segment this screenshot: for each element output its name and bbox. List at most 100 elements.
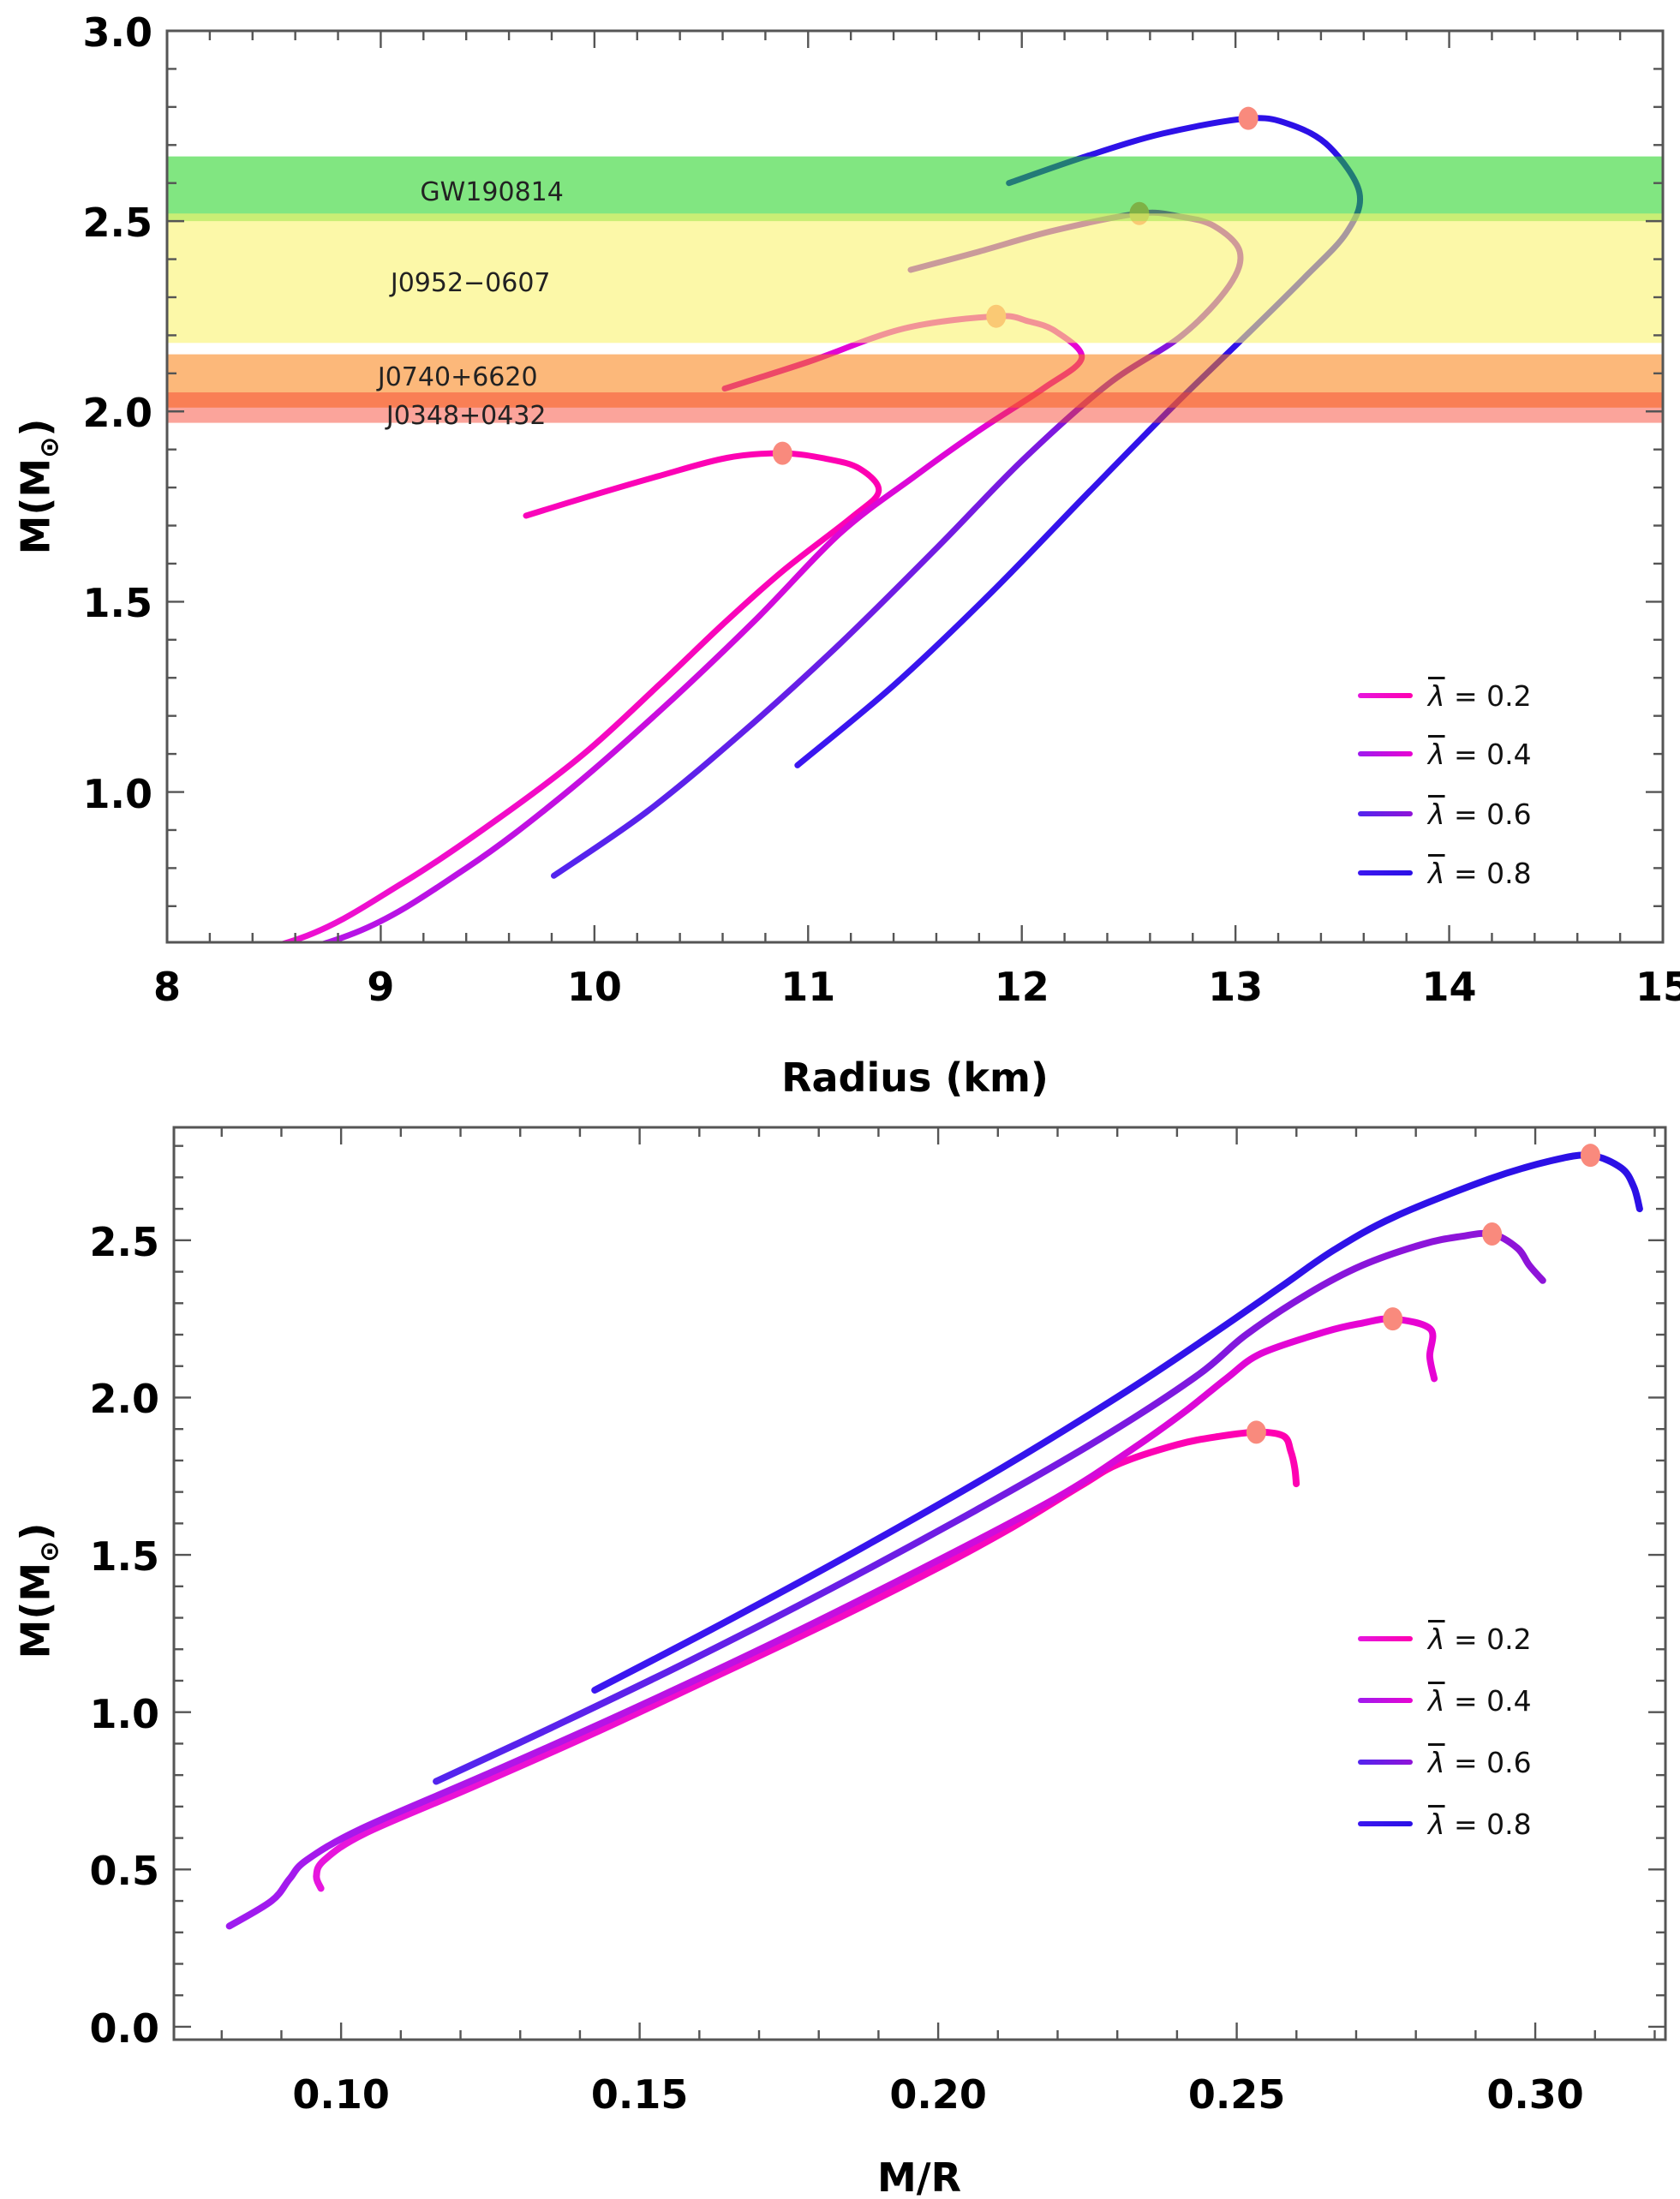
x-tick-label: 10: [566, 964, 622, 1010]
legend-label-lambda-0.6: λ = 0.6: [1428, 800, 1532, 828]
max-mass-dot-lambda-0.2: [772, 441, 792, 465]
x-tick-label: 13: [1208, 964, 1264, 1010]
lambda-symbol: λ: [1428, 1807, 1445, 1841]
y-tick-label: 2.0: [82, 390, 153, 437]
y-tick-label: 1.5: [89, 1533, 160, 1581]
max-mass-dot-lambda-0.8: [1238, 106, 1259, 130]
legend-item-lambda-0.8: λ = 0.8: [1358, 1807, 1532, 1841]
y-tick-label: 2.0: [89, 1376, 160, 1423]
y-tick-label: 0.5: [89, 1848, 160, 1895]
chart-mass-radius: [165, 29, 1665, 944]
plot-frame: [172, 1126, 1667, 2041]
y-tick-label: 1.0: [82, 770, 153, 817]
legend-value: 0.8: [1486, 1807, 1532, 1841]
lambda-symbol: λ: [1428, 737, 1445, 771]
y-tick-label: 1.5: [82, 580, 153, 627]
lambda-symbol: λ: [1428, 797, 1445, 831]
legend-swatch-lambda-0.8: [1358, 1821, 1413, 1826]
legend-label-lambda-0.8: λ = 0.8: [1428, 1810, 1532, 1838]
band-J03480432: [167, 392, 1663, 423]
band-J07406620: [167, 354, 1663, 408]
x-tick-label: 0.10: [292, 2071, 390, 2118]
legend-item-lambda-0.4: λ = 0.4: [1358, 1683, 1532, 1718]
x-tick-label: 15: [1635, 964, 1680, 1010]
x-tick-label: 14: [1421, 964, 1477, 1010]
x-tick-label: 0.20: [889, 2071, 987, 2118]
legend-equals: =: [1444, 1745, 1487, 1779]
curve-lambda-0.4: [225, 1315, 1438, 1930]
legend-item-lambda-0.6: λ = 0.6: [1358, 1745, 1532, 1779]
legend-swatch-lambda-0.2: [1358, 1636, 1413, 1641]
legend-value: 0.6: [1486, 1745, 1532, 1779]
legend-equals: =: [1444, 1683, 1487, 1718]
x-tick-label: 0.25: [1187, 2071, 1286, 2118]
lambda-symbol: λ: [1428, 1622, 1445, 1656]
max-mass-dot-lambda-0.6: [1482, 1222, 1503, 1246]
legend-swatch-lambda-0.4: [1358, 1698, 1413, 1703]
x-tick-label: 9: [367, 964, 395, 1010]
legend-value: 0.4: [1486, 1683, 1532, 1718]
band-J09520607: [167, 213, 1663, 344]
legend-label-lambda-0.4: λ = 0.4: [1428, 740, 1532, 768]
band-label-J09520607: J0952−0607: [390, 268, 551, 299]
legend-label-lambda-0.4: λ = 0.4: [1428, 1687, 1532, 1715]
legend-value: 0.2: [1486, 1622, 1532, 1656]
legend-swatch-lambda-0.6: [1358, 811, 1413, 816]
legend-item-lambda-0.8: λ = 0.8: [1358, 856, 1532, 890]
lambda-symbol: λ: [1428, 678, 1445, 713]
top-x-axis-title: Radius (km): [781, 1055, 1049, 1101]
x-tick-label: 0.30: [1486, 2071, 1584, 2118]
legend-equals: =: [1444, 1807, 1487, 1841]
legend-swatch-lambda-0.4: [1358, 751, 1413, 756]
y-tick-label: 1.0: [89, 1690, 160, 1737]
legend-item-lambda-0.6: λ = 0.6: [1358, 797, 1532, 831]
legend-value: 0.2: [1486, 678, 1532, 713]
legend-swatch-lambda-0.8: [1358, 870, 1413, 875]
max-mass-dot-lambda-0.2: [1246, 1420, 1266, 1444]
curve-lambda-0.2: [278, 450, 882, 942]
max-mass-dot-lambda-0.8: [1580, 1144, 1600, 1168]
bottom-y-axis-title: M(M⊙): [12, 1522, 65, 1659]
band-GW190814: [167, 156, 1663, 222]
legend-label-lambda-0.2: λ = 0.2: [1428, 1625, 1532, 1653]
legend-item-lambda-0.4: λ = 0.4: [1358, 737, 1532, 771]
x-tick-label: 8: [152, 964, 182, 1010]
legend-label-lambda-0.8: λ = 0.8: [1428, 859, 1532, 887]
y-tick-label: 0.0: [89, 2005, 160, 2052]
lambda-symbol: λ: [1428, 1745, 1445, 1779]
bottom-x-axis-title: M/R: [877, 2154, 961, 2199]
lambda-symbol: λ: [1428, 856, 1445, 890]
chart-mass-compactness: [172, 1126, 1667, 2041]
ticks: [165, 29, 1665, 942]
band-label-J03480432: J0348+0432: [386, 400, 547, 431]
legend-label-lambda-0.6: λ = 0.6: [1428, 1748, 1532, 1777]
legend-equals: =: [1444, 856, 1487, 890]
y-tick-label: 3.0: [82, 9, 153, 56]
lambda-symbol: λ: [1428, 1683, 1445, 1718]
legend-value: 0.4: [1486, 737, 1532, 771]
legend-value: 0.8: [1486, 856, 1532, 890]
legend-value: 0.6: [1486, 797, 1532, 831]
max-mass-dot-lambda-0.4: [1383, 1307, 1403, 1331]
top-y-axis-title: M(M⊙): [12, 418, 65, 555]
y-tick-label: 2.5: [89, 1218, 160, 1265]
legend-equals: =: [1444, 737, 1487, 771]
curves-layer: [225, 1144, 1643, 1930]
curve-lambda-0.2: [313, 1428, 1300, 1892]
ticks: [174, 1127, 1665, 2040]
x-tick-label: 12: [994, 964, 1049, 1010]
band-label-J07406620: J0740+6620: [377, 362, 538, 393]
x-tick-label: 11: [780, 964, 836, 1010]
legend-equals: =: [1444, 797, 1487, 831]
legend-equals: =: [1444, 1622, 1487, 1656]
band-label-GW190814: GW190814: [420, 176, 564, 207]
legend-swatch-lambda-0.6: [1358, 1760, 1413, 1765]
legend-item-lambda-0.2: λ = 0.2: [1358, 1622, 1532, 1656]
legend-swatch-lambda-0.2: [1358, 693, 1413, 698]
legend-item-lambda-0.2: λ = 0.2: [1358, 678, 1532, 713]
y-tick-label: 2.5: [82, 200, 153, 247]
legend-label-lambda-0.2: λ = 0.2: [1428, 682, 1532, 710]
legend-equals: =: [1444, 678, 1487, 713]
